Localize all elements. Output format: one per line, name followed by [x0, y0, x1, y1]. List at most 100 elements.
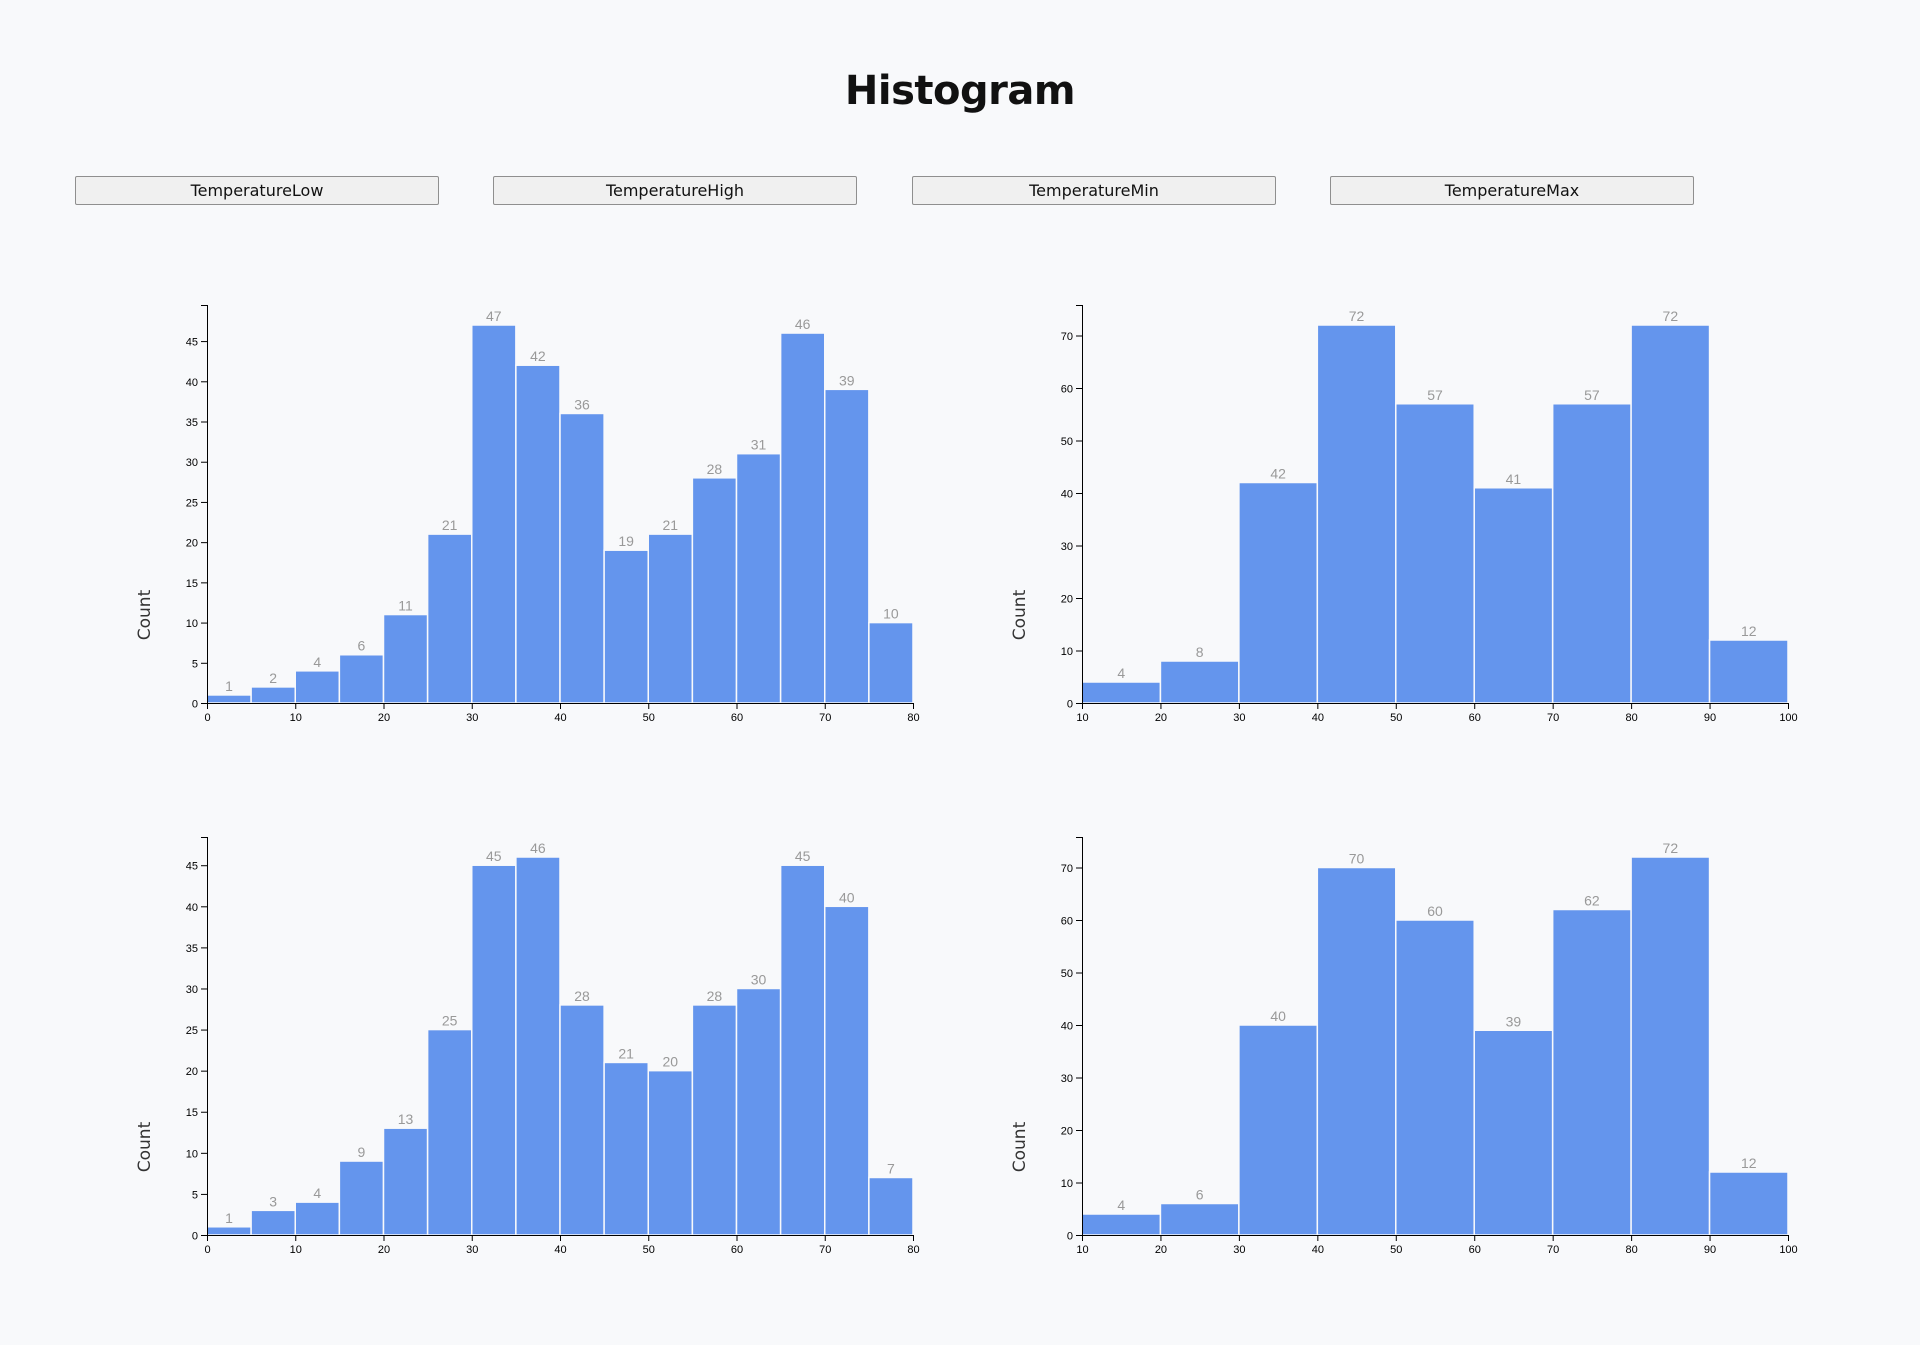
histogram-bar: [1159, 660, 1240, 704]
x-tick-label: 30: [466, 1244, 478, 1256]
y-tick-label: 45: [186, 861, 198, 873]
y-tick-label: 15: [186, 1107, 198, 1119]
histogram-bar: [1081, 1213, 1162, 1236]
y-tick-label: 10: [186, 1148, 198, 1160]
bar-value-label: 28: [707, 988, 723, 1004]
y-tick-label: 35: [186, 417, 198, 429]
bar-value-label: 60: [1427, 903, 1443, 919]
histogram-bar: [779, 332, 826, 704]
x-tick-label: 0: [204, 712, 210, 724]
histogram-bar: [206, 1226, 252, 1236]
bar-value-label: 31: [751, 437, 767, 453]
x-tick-label: 40: [554, 1244, 566, 1256]
histogram-bar: [735, 452, 782, 704]
bar-value-label: 21: [663, 517, 679, 533]
histogram-bar: [206, 694, 252, 704]
chart-svg: 1246112147423619212831463910051015202530…: [135, 305, 920, 724]
histogram-chart-2: 4 8 42 72 57 41 57 72 12 0 10 20 30 40 50 60 70 10 20 30 40 5…: [1000, 280, 1900, 740]
x-tick-label: 80: [907, 712, 919, 724]
histogram-bar: [824, 388, 870, 704]
histogram-bar: [294, 670, 341, 704]
x-tick-label: 30: [1233, 1244, 1245, 1256]
histogram-bar: [426, 533, 473, 704]
x-tick-label: 30: [1233, 712, 1245, 724]
bar-value-label: 46: [530, 840, 546, 856]
y-tick-label: 60: [1061, 384, 1073, 396]
y-tick-label: 30: [1061, 541, 1073, 553]
bar-value-label: 6: [358, 638, 366, 654]
bar-value-label: 1: [225, 678, 233, 694]
bar-value-label: 10: [883, 606, 899, 622]
histogram-bar: [868, 1176, 914, 1236]
bar-value-label: 7: [887, 1160, 895, 1176]
x-tick-label: 60: [731, 712, 743, 724]
histogram-bar: [471, 324, 517, 704]
x-tick-label: 20: [1155, 712, 1167, 724]
histogram-bar: [824, 905, 870, 1236]
histogram-bar: [250, 1209, 296, 1236]
y-tick-label: 50: [1061, 968, 1073, 980]
histogram-bar: [1316, 324, 1397, 704]
y-tick-label: 35: [186, 943, 198, 955]
histogram-bar: [1316, 866, 1397, 1236]
y-tick-label: 0: [192, 1231, 198, 1243]
x-tick-label: 70: [819, 1244, 831, 1256]
temperature-low-button[interactable]: TemperatureLow: [75, 176, 439, 205]
x-tick-label: 40: [554, 712, 566, 724]
bar-value-label: 4: [313, 1185, 321, 1201]
y-tick-label: 5: [192, 1189, 198, 1201]
temperature-max-button[interactable]: TemperatureMax: [1330, 176, 1694, 205]
bar-value-label: 40: [839, 889, 855, 905]
histogram-bar: [779, 864, 826, 1236]
x-tick-label: 90: [1704, 712, 1716, 724]
temperature-high-button[interactable]: TemperatureHigh: [493, 176, 857, 205]
bar-value-label: 28: [574, 988, 590, 1004]
histogram-bar: [382, 1127, 429, 1236]
histogram-bar: [294, 1201, 341, 1236]
histogram-bar: [382, 613, 429, 704]
bar-value-label: 40: [1270, 1008, 1286, 1024]
bar-value-label: 30: [751, 971, 767, 987]
bar-value-label: 2: [269, 670, 277, 686]
x-tick-label: 80: [1625, 712, 1637, 724]
bar-value-label: 25: [442, 1013, 458, 1029]
histogram-bar: [1238, 1024, 1319, 1236]
histogram-bar: [691, 1004, 738, 1236]
y-axis: [201, 837, 208, 1236]
bar-value-label: 9: [358, 1144, 366, 1160]
histogram-bar: [338, 653, 385, 704]
y-tick-label: 40: [1061, 1021, 1073, 1033]
bar-value-label: 39: [1506, 1013, 1522, 1029]
bar-value-label: 4: [1117, 665, 1125, 681]
histogram-bar: [1708, 639, 1789, 704]
y-tick-label: 25: [186, 497, 198, 509]
y-tick-label: 60: [1061, 916, 1073, 928]
y-tick-label: 40: [186, 377, 198, 389]
bar-value-label: 1: [225, 1210, 233, 1226]
histogram-bar: [515, 364, 561, 704]
x-tick-label: 50: [1390, 1244, 1402, 1256]
histogram-bar: [250, 686, 296, 704]
x-tick-label: 0: [204, 1244, 210, 1256]
x-tick-label: 90: [1704, 1244, 1716, 1256]
histogram-bar: [559, 412, 605, 704]
bar-value-label: 28: [707, 461, 723, 477]
y-tick-label: 20: [186, 538, 198, 550]
histogram-bar: [1238, 481, 1319, 704]
y-tick-label: 70: [1061, 331, 1073, 343]
bar-value-label: 45: [795, 848, 811, 864]
x-tick-label: 20: [378, 712, 390, 724]
bar-value-label: 21: [618, 1045, 634, 1061]
y-tick-label: 10: [1061, 646, 1073, 658]
y-tick-label: 30: [186, 457, 198, 469]
x-axis: [1082, 703, 1789, 709]
histogram-bar: [603, 1061, 649, 1236]
y-tick-label: 50: [1061, 436, 1073, 448]
x-tick-label: 70: [1547, 1244, 1559, 1256]
bar-value-label: 13: [398, 1111, 414, 1127]
histogram-bar: [647, 1069, 694, 1236]
y-tick-label: 0: [192, 699, 198, 711]
temperature-min-button[interactable]: TemperatureMin: [912, 176, 1276, 205]
